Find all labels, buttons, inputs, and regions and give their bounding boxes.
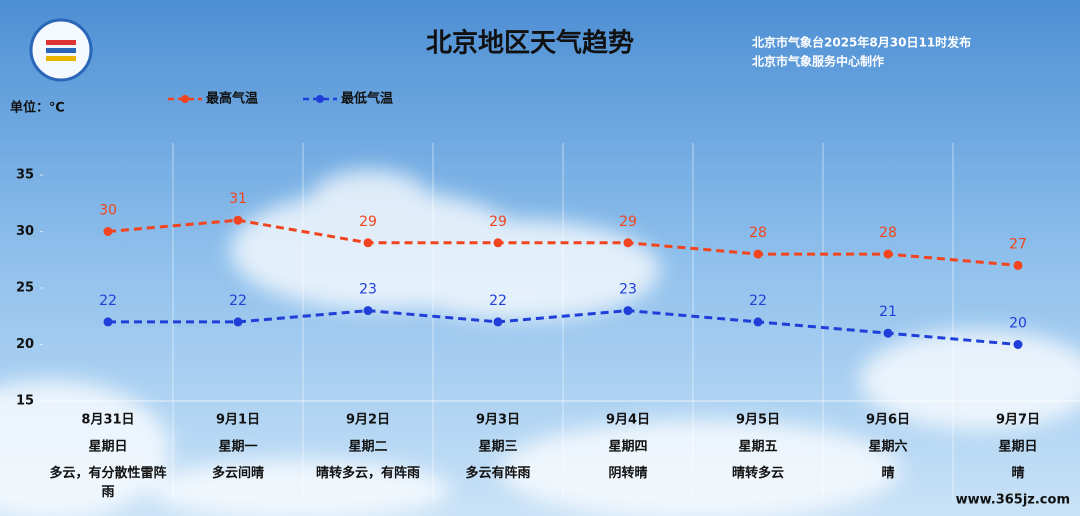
- weekday-label: 星期四: [608, 440, 647, 455]
- data-label: 29: [619, 214, 637, 230]
- data-label: 22: [749, 293, 767, 309]
- subtitle: 北京市气象台2025年8月30日11时发布: [752, 35, 971, 50]
- weather-label: 晴: [881, 466, 895, 481]
- y-tick-label: 15: [16, 394, 34, 409]
- legend-label: 最低气温: [341, 91, 393, 107]
- weekday-label: 星期一: [218, 440, 257, 455]
- y-tick-label: 30: [16, 224, 34, 239]
- chart-title: 北京地区天气趋势: [426, 28, 634, 59]
- y-tick-label: 20: [16, 337, 34, 352]
- weekday-label: 星期日: [88, 440, 127, 455]
- weather-label: 多云，有分散性雷阵雨: [49, 466, 167, 500]
- data-label: 23: [619, 282, 637, 298]
- data-point: [363, 238, 373, 248]
- weather-label: 晴: [1011, 466, 1025, 481]
- x-tick-label: 9月6日: [866, 413, 910, 428]
- data-label: 29: [359, 214, 377, 230]
- data-point: [103, 227, 113, 236]
- data-label: 31: [229, 191, 247, 207]
- weekday-label: 星期五: [738, 440, 777, 455]
- weekday-label: 星期三: [478, 440, 517, 455]
- data-label: 20: [1009, 316, 1027, 332]
- data-point: [103, 317, 113, 327]
- x-tick-label: 9月3日: [476, 413, 520, 428]
- data-point: [233, 215, 243, 225]
- data-point: [753, 249, 763, 259]
- y-tick-label: 25: [16, 281, 34, 296]
- data-label: 30: [99, 203, 117, 219]
- x-tick-label: 9月5日: [736, 413, 780, 428]
- weekday-label: 星期二: [348, 440, 387, 455]
- clouds: [0, 170, 1080, 516]
- data-point: [493, 317, 503, 327]
- logo: [29, 18, 93, 82]
- weather-label: 多云有阵雨: [465, 466, 531, 481]
- data-point: [493, 238, 503, 248]
- weather-label: 晴转多云，有阵雨: [315, 466, 420, 481]
- data-label: 22: [229, 293, 247, 309]
- x-tick-label: 9月2日: [346, 413, 390, 428]
- legend-marker: [316, 95, 324, 103]
- data-label: 29: [489, 214, 507, 230]
- data-point: [1013, 340, 1023, 349]
- weather-label: 阴转晴: [608, 466, 648, 481]
- x-tick-label: 9月4日: [606, 413, 650, 428]
- subtitle: 北京市气象服务中心制作: [752, 54, 884, 69]
- series-line: [108, 309, 1019, 346]
- data-point: [623, 306, 633, 316]
- weekday-label: 星期六: [868, 439, 907, 455]
- data-label: 28: [879, 225, 897, 241]
- x-tick-label: 8月31日: [81, 413, 134, 428]
- x-tick-label: 9月7日: [996, 413, 1040, 428]
- data-point: [233, 317, 243, 327]
- data-label: 28: [749, 225, 767, 241]
- legend-marker: [181, 95, 189, 103]
- data-point: [883, 249, 893, 259]
- data-label: 23: [359, 282, 377, 298]
- weather-label: 多云间晴: [211, 466, 264, 481]
- data-point: [363, 306, 373, 316]
- data-point: [753, 317, 763, 327]
- x-tick-label: 9月1日: [216, 413, 260, 428]
- series-line: [107, 218, 1019, 267]
- weekday-label: 星期日: [998, 440, 1037, 455]
- watermark: www.365jz.com: [956, 493, 1070, 508]
- data-label: 22: [99, 293, 117, 309]
- data-point: [1013, 260, 1023, 270]
- y-tick-label: 35: [16, 168, 34, 183]
- weather-label: 晴转多云: [731, 466, 784, 481]
- y-axis-label: 单位：℃: [10, 100, 65, 116]
- data-point: [623, 238, 633, 248]
- legend-label: 最高气温: [206, 91, 258, 107]
- data-point: [883, 328, 893, 338]
- data-label: 22: [489, 293, 507, 309]
- data-label: 21: [879, 304, 897, 320]
- data-label: 27: [1009, 236, 1027, 252]
